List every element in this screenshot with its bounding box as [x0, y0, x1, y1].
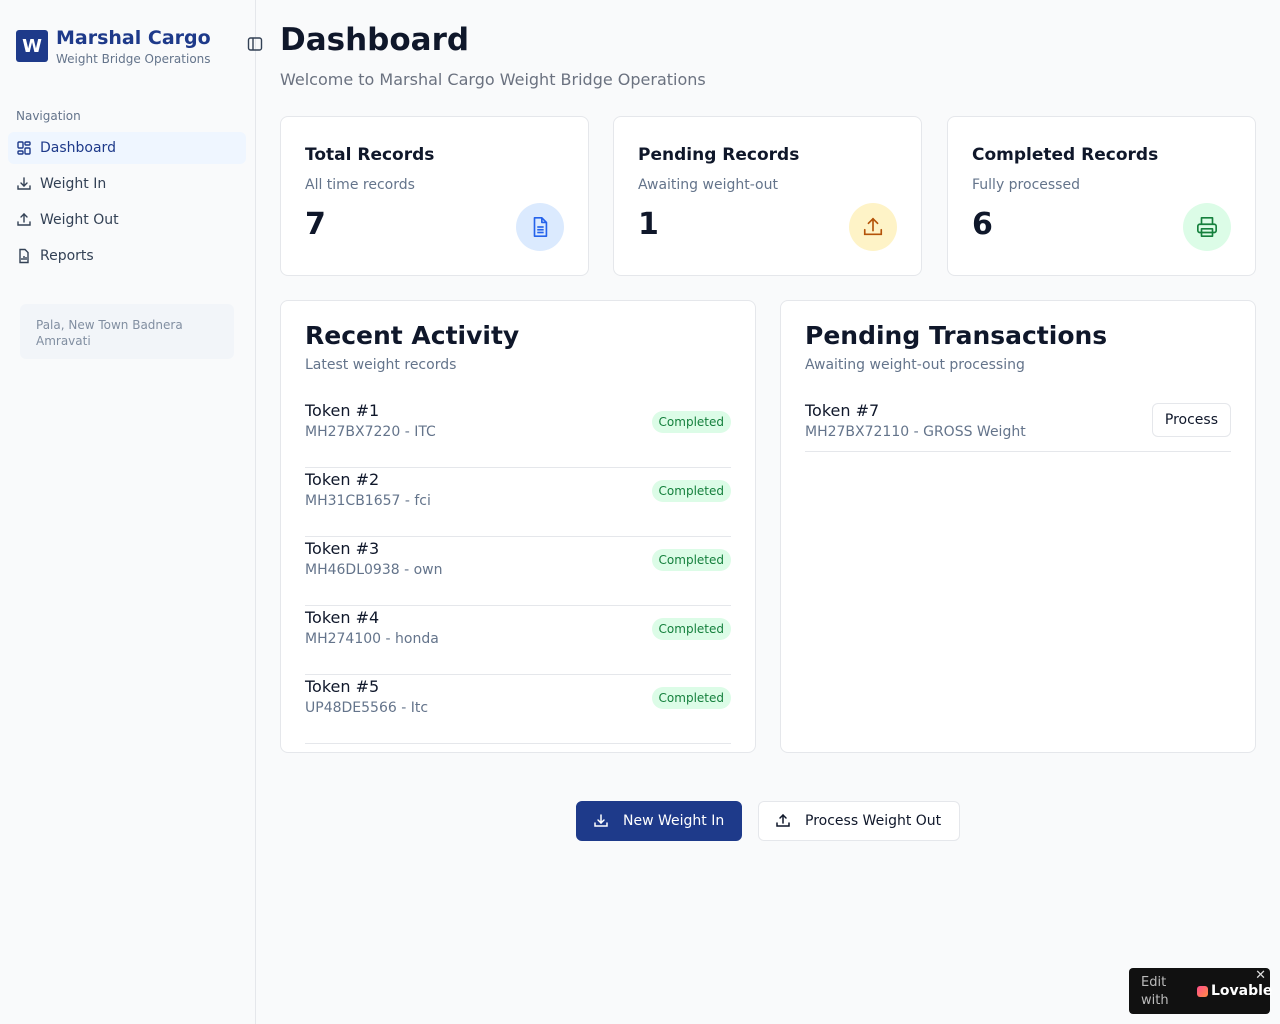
upload-icon [849, 203, 897, 251]
status-badge: Completed [651, 618, 731, 640]
process-weight-out-button[interactable]: Process Weight Out [758, 801, 960, 841]
printer-icon [1183, 203, 1231, 251]
quick-actions: New Weight In Process Weight Out [280, 801, 1256, 841]
token-label: Token #7 [805, 401, 880, 420]
brand-name: Marshal Cargo [56, 27, 211, 49]
list-item: Token #7 MH27BX72110 - GROSS Weight Proc… [805, 399, 1231, 452]
token-detail: MH31CB1657 - fci [305, 493, 431, 509]
location-box: Pala, New Town Badnera Amravati [20, 304, 234, 359]
stat-desc: Fully processed [972, 177, 1080, 193]
stat-card-completed: Completed Records Fully processed 6 [947, 116, 1256, 276]
token-detail: MH27BX7220 - ITC [305, 424, 436, 440]
token-detail: MH27BX72110 - GROSS Weight [805, 424, 1026, 440]
panel-title: Pending Transactions [805, 321, 1108, 350]
status-badge: Completed [651, 411, 731, 433]
recent-activity-panel: Recent Activity Latest weight records To… [280, 300, 756, 753]
report-file-icon [19, 248, 29, 264]
token-detail: MH46DL0938 - own [305, 562, 443, 578]
document-icon [516, 203, 564, 251]
new-weight-in-button[interactable]: New Weight In [576, 801, 742, 841]
edit-with-lovable-badge[interactable]: Edit with Lovable ✕ [1129, 968, 1272, 1014]
stat-title: Completed Records [972, 145, 1159, 165]
button-label: New Weight In [623, 813, 725, 829]
token-label: Token #2 [305, 470, 380, 489]
upload-icon [776, 813, 790, 827]
lovable-brand: Lovable [1211, 983, 1273, 999]
sidebar-item-label: Dashboard [40, 140, 116, 156]
status-badge: Completed [651, 687, 731, 709]
list-item[interactable]: Token #1 MH27BX7220 - ITC Completed [305, 399, 731, 468]
stat-desc: Awaiting weight-out [638, 177, 778, 193]
brand[interactable]: W Marshal Cargo Weight Bridge Operations [16, 28, 211, 66]
pending-list: Token #7 MH27BX72110 - GROSS Weight Proc… [805, 399, 1231, 452]
list-item[interactable]: Token #5 UP48DE5566 - Itc Completed [305, 675, 731, 744]
stat-desc: All time records [305, 177, 415, 193]
token-label: Token #1 [305, 401, 380, 420]
stat-value: 6 [972, 207, 993, 242]
sidebar-item-weight-in[interactable]: Weight In [8, 168, 246, 200]
sidebar-item-label: Weight In [40, 176, 107, 192]
token-detail: MH274100 - honda [305, 631, 439, 647]
stat-value: 1 [638, 207, 659, 242]
location-line: Amravati [36, 334, 91, 348]
brand-text: Marshal Cargo Weight Bridge Operations [56, 28, 211, 66]
token-label: Token #4 [305, 608, 380, 627]
list-item[interactable]: Token #2 MH31CB1657 - fci Completed [305, 468, 731, 537]
token-detail: UP48DE5566 - Itc [305, 700, 429, 716]
brand-subtitle: Weight Bridge Operations [56, 52, 211, 66]
location-line: Pala, New Town Badnera [36, 318, 183, 332]
stat-title: Total Records [305, 145, 435, 165]
panel-subtitle: Latest weight records [305, 357, 457, 373]
pending-transactions-panel: Pending Transactions Awaiting weight-out… [780, 300, 1256, 753]
sidebar-toggle-icon[interactable] [247, 36, 263, 52]
stat-title: Pending Records [638, 145, 800, 165]
download-icon [17, 177, 31, 190]
brand-logo: W [16, 30, 48, 62]
panel-title: Recent Activity [305, 321, 520, 350]
status-badge: Completed [651, 480, 731, 502]
lovable-heart-icon [1197, 985, 1208, 997]
sidebar-item-reports[interactable]: Reports [8, 240, 246, 272]
sidebar-nav: Dashboard Weight In Weight Out Reports [8, 132, 246, 276]
token-label: Token #5 [305, 677, 380, 696]
lovable-edit-text: Edit with [1141, 975, 1169, 1008]
panel-subtitle: Awaiting weight-out processing [805, 357, 1025, 373]
sidebar-item-label: Weight Out [40, 212, 119, 228]
close-icon[interactable]: ✕ [1255, 968, 1266, 983]
sidebar: W Marshal Cargo Weight Bridge Operations… [0, 0, 263, 1024]
token-label: Token #3 [305, 539, 380, 558]
list-item[interactable]: Token #3 MH46DL0938 - own Completed [305, 537, 731, 606]
page-subtitle: Welcome to Marshal Cargo Weight Bridge O… [280, 70, 706, 89]
download-icon [594, 814, 608, 827]
list-item[interactable]: Token #4 MH274100 - honda Completed [305, 606, 731, 675]
lovable-logo: Lovable [1197, 983, 1272, 999]
upload-icon [17, 213, 31, 226]
button-label: Process Weight Out [805, 813, 942, 829]
recent-activity-list: Token #1 MH27BX7220 - ITC Completed Toke… [305, 399, 731, 744]
stat-value: 7 [305, 207, 326, 242]
sidebar-item-weight-out[interactable]: Weight Out [8, 204, 246, 236]
sidebar-item-dashboard[interactable]: Dashboard [8, 132, 246, 164]
status-badge: Completed [651, 549, 731, 571]
dashboard-grid-icon [17, 141, 31, 155]
nav-group-label: Navigation [16, 109, 81, 123]
sidebar-item-label: Reports [40, 248, 94, 264]
stat-card-pending: Pending Records Awaiting weight-out 1 [613, 116, 922, 276]
page-title: Dashboard [280, 22, 470, 58]
stat-card-total: Total Records All time records 7 [280, 116, 589, 276]
process-button[interactable]: Process [1151, 403, 1231, 437]
